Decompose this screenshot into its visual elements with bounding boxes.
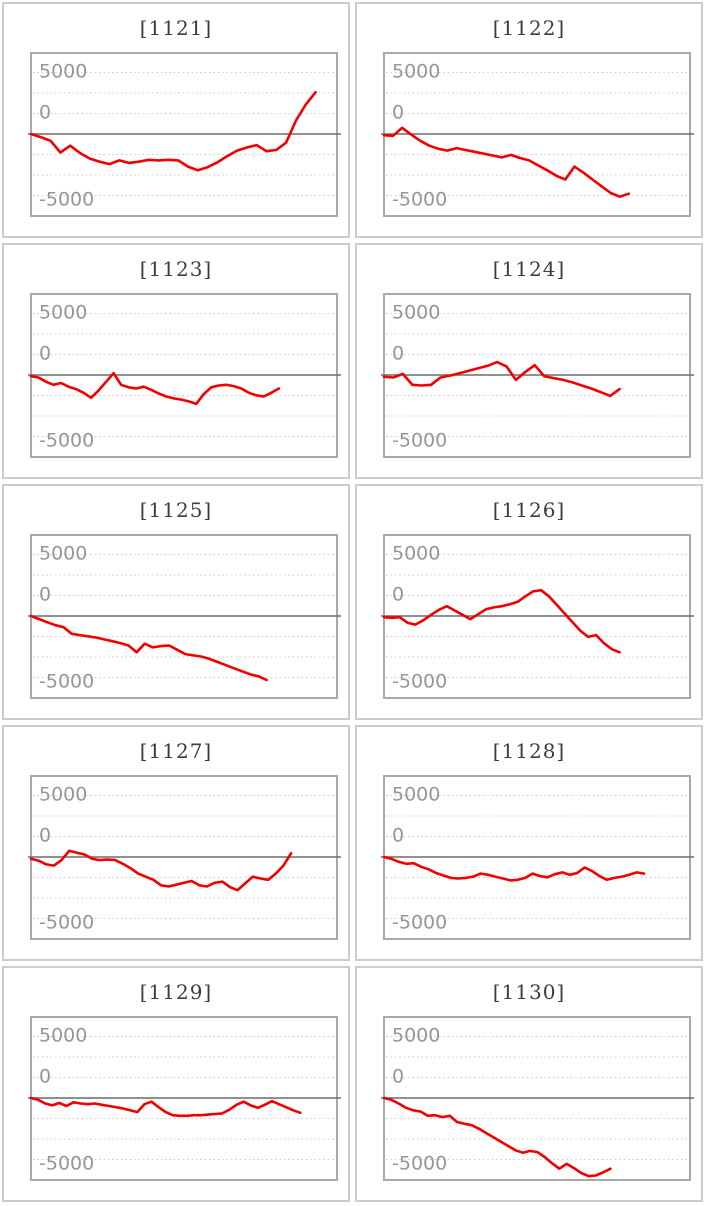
svg-text:0: 0 <box>392 825 404 847</box>
svg-text:5000: 5000 <box>39 1025 87 1047</box>
chart-card: [1129] 5000 0 -5000 <box>2 966 350 1202</box>
svg-text:0: 0 <box>39 825 51 847</box>
chart-title: [1125] <box>139 498 213 522</box>
chart-card: [1128] 5000 0 -5000 <box>355 725 703 961</box>
svg-text:0: 0 <box>39 102 51 124</box>
svg-text:5000: 5000 <box>392 61 440 83</box>
svg-text:5000: 5000 <box>392 543 440 565</box>
svg-text:-5000: -5000 <box>39 430 94 452</box>
chart-title: [1127] <box>139 739 213 763</box>
chart-card: [1127] 5000 0 -5000 <box>2 725 350 961</box>
svg-text:-5000: -5000 <box>392 430 447 452</box>
chart-title: [1123] <box>139 257 213 281</box>
slump-graph: 5000 0 -5000 <box>381 293 694 458</box>
svg-text:5000: 5000 <box>39 784 87 806</box>
svg-text:5000: 5000 <box>39 61 87 83</box>
svg-text:0: 0 <box>392 102 404 124</box>
chart-card: [1126] 5000 0 -5000 <box>355 484 703 720</box>
chart-card: [1121] 5000 0 -5000 <box>2 2 350 238</box>
slump-graph: 5000 0 -5000 <box>381 1016 694 1181</box>
chart-title: [1128] <box>492 739 566 763</box>
chart-card: [1122] 5000 0 -5000 <box>355 2 703 238</box>
chart-title: [1129] <box>139 980 213 1004</box>
svg-text:0: 0 <box>39 1066 51 1088</box>
svg-text:5000: 5000 <box>39 543 87 565</box>
slump-graph: 5000 0 -5000 <box>28 534 341 699</box>
slump-graph: 5000 0 -5000 <box>28 1016 341 1181</box>
svg-text:0: 0 <box>392 584 404 606</box>
chart-title: [1121] <box>139 16 213 40</box>
svg-text:0: 0 <box>392 1066 404 1088</box>
slump-graph: 5000 0 -5000 <box>28 775 341 940</box>
chart-card: [1123] 5000 0 -5000 <box>2 243 350 479</box>
slump-graph: 5000 0 -5000 <box>381 775 694 940</box>
slump-graph: 5000 0 -5000 <box>381 52 694 217</box>
svg-text:5000: 5000 <box>392 302 440 324</box>
slump-graph: 5000 0 -5000 <box>28 293 341 458</box>
svg-text:-5000: -5000 <box>392 912 447 934</box>
svg-text:5000: 5000 <box>39 302 87 324</box>
svg-text:0: 0 <box>39 343 51 365</box>
chart-card: [1125] 5000 0 -5000 <box>2 484 350 720</box>
svg-text:-5000: -5000 <box>39 189 94 211</box>
slump-graph: 5000 0 -5000 <box>28 52 341 217</box>
svg-text:5000: 5000 <box>392 1025 440 1047</box>
svg-text:-5000: -5000 <box>39 671 94 693</box>
chart-title: [1122] <box>492 16 566 40</box>
svg-text:5000: 5000 <box>392 784 440 806</box>
svg-text:-5000: -5000 <box>39 912 94 934</box>
chart-title: [1126] <box>492 498 566 522</box>
svg-text:-5000: -5000 <box>392 671 447 693</box>
chart-title: [1130] <box>492 980 566 1004</box>
svg-text:-5000: -5000 <box>39 1153 94 1175</box>
chart-title: [1124] <box>492 257 566 281</box>
chart-card: [1130] 5000 0 -5000 <box>355 966 703 1202</box>
chart-card: [1124] 5000 0 -5000 <box>355 243 703 479</box>
svg-text:0: 0 <box>39 584 51 606</box>
svg-text:-5000: -5000 <box>392 1153 447 1175</box>
slump-graph: 5000 0 -5000 <box>381 534 694 699</box>
svg-text:-5000: -5000 <box>392 189 447 211</box>
svg-text:0: 0 <box>392 343 404 365</box>
